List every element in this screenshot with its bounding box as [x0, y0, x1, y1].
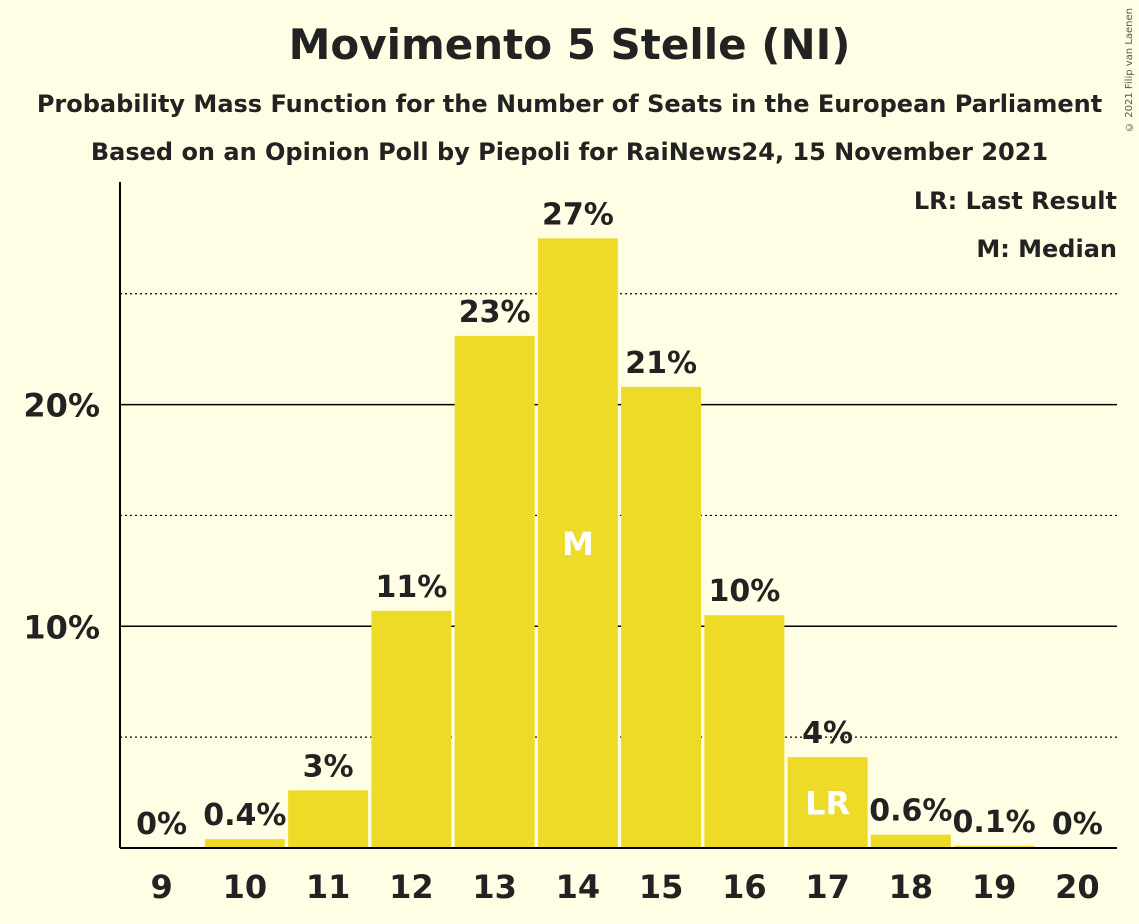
axes: [119, 182, 1117, 849]
x-tick-label-14: 14: [556, 868, 601, 906]
value-label-16: 10%: [708, 574, 780, 609]
x-tick-label-20: 20: [1055, 868, 1100, 906]
value-label-10: 0.4%: [203, 798, 286, 833]
median-marker: M: [562, 525, 594, 563]
x-tick-label-17: 17: [805, 868, 850, 906]
bar-17: [787, 757, 868, 848]
x-tick-label-13: 13: [472, 868, 517, 906]
legend-last-result: LR: Last Result: [914, 187, 1117, 215]
chart-subtitle: Probability Mass Function for the Number…: [36, 90, 1103, 118]
value-label-13: 23%: [459, 295, 531, 330]
value-label-14: 27%: [542, 197, 614, 232]
chart-source: Based on an Opinion Poll by Piepoli for …: [90, 138, 1049, 166]
value-label-17: 4%: [802, 716, 853, 751]
value-label-11: 3%: [303, 749, 354, 784]
value-label-19: 0.1%: [953, 805, 1036, 840]
bars: [204, 238, 1035, 848]
bar-15: [621, 386, 702, 848]
y-tick-label: 20%: [23, 387, 100, 425]
labels: 10% 20% 0% 9 0.4% 10 3% 11 11% 12 23% 13 27% 14 M 21% 15…: [23, 197, 1102, 906]
value-label-15: 21%: [625, 346, 697, 381]
gridlines: [120, 293, 1117, 738]
last-result-marker: LR: [805, 785, 850, 823]
x-tick-label-15: 15: [639, 868, 684, 906]
x-tick-label-16: 16: [722, 868, 767, 906]
x-tick-label-9: 9: [150, 868, 172, 906]
y-tick-label: 10%: [23, 608, 100, 646]
bar-13: [454, 335, 535, 848]
chart-title: Movimento 5 Stelle (NI): [288, 20, 851, 69]
x-tick-label-19: 19: [972, 868, 1017, 906]
bar-12: [371, 610, 452, 848]
x-tick-label-12: 12: [389, 868, 434, 906]
legend-median: M: Median: [976, 235, 1117, 263]
value-label-18: 0.6%: [869, 794, 952, 829]
bar-19: [954, 845, 1035, 848]
x-tick-label-10: 10: [223, 868, 268, 906]
x-tick-label-18: 18: [889, 868, 934, 906]
bar-10: [204, 839, 285, 848]
bar-11: [288, 790, 369, 848]
bar-18: [870, 834, 951, 848]
bar-14: [537, 238, 618, 848]
bar-16: [704, 615, 785, 848]
x-tick-label-11: 11: [306, 868, 351, 906]
value-label-9: 0%: [136, 807, 187, 842]
value-label-20: 0%: [1052, 807, 1103, 842]
value-label-12: 11%: [375, 570, 447, 605]
